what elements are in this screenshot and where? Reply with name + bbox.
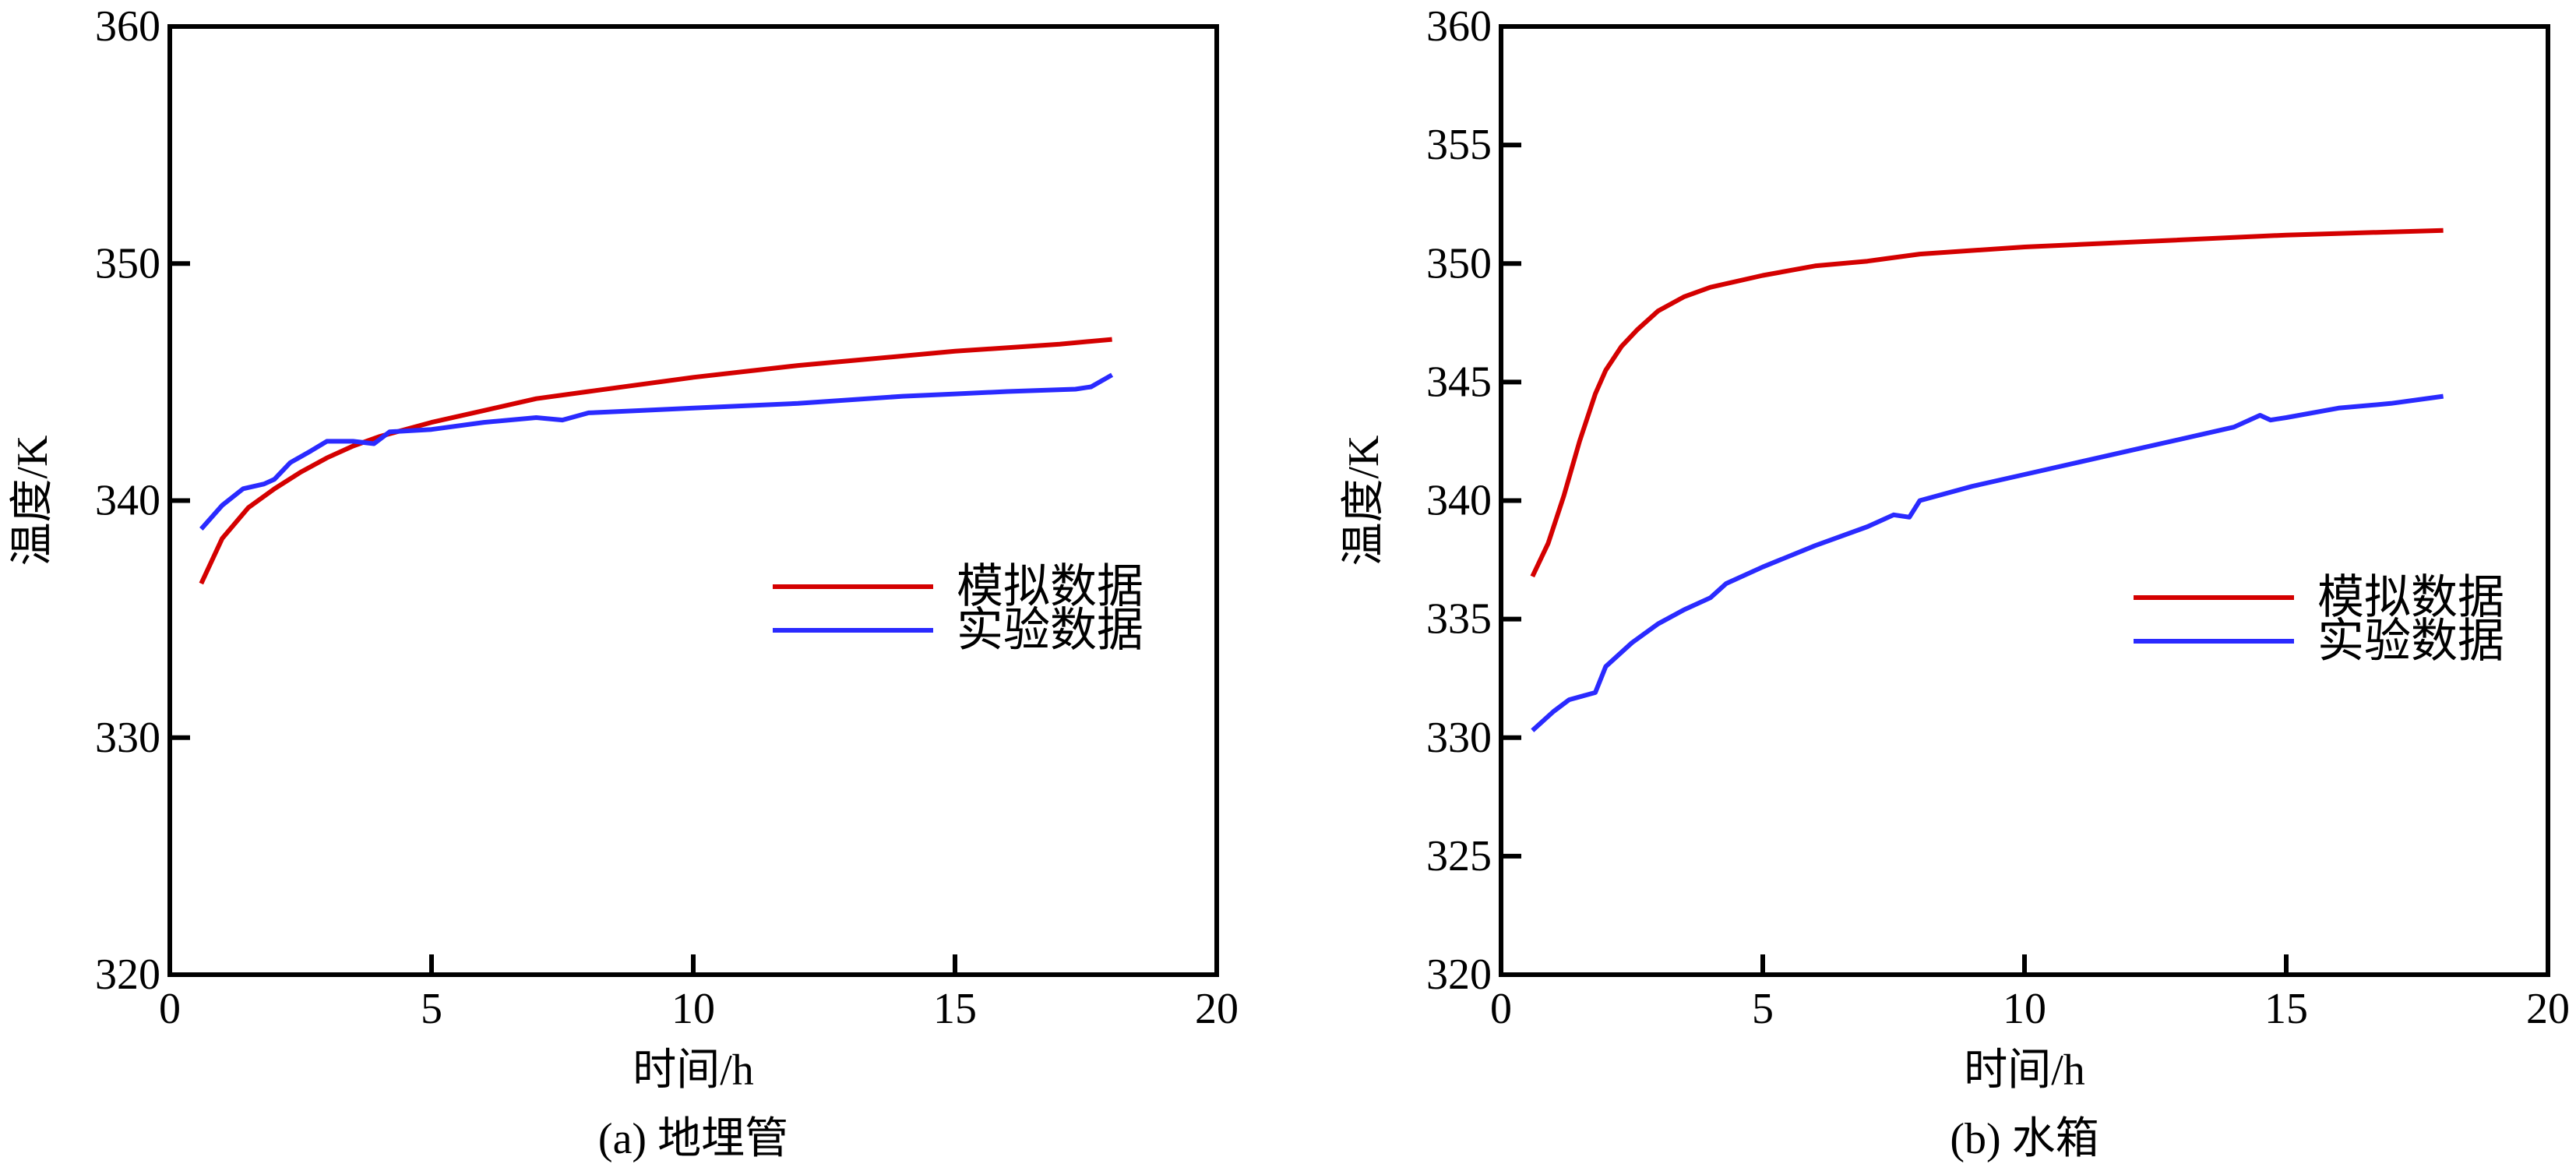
legend-label: 实验数据: [2317, 616, 2504, 667]
y-tick-label: 340: [1426, 477, 1492, 525]
chart-panel-0: 0 5 10 15 20 320 330 340 350 360 时间/h 温度/K (a) 地埋管 模拟…: [9, 2, 1239, 1163]
y-tick-label: 350: [95, 239, 160, 287]
y-tick-label: 330: [1426, 714, 1492, 762]
y-tick-label: 325: [1426, 832, 1492, 880]
plot-frame: [1499, 24, 2550, 977]
y-tick-label: 355: [1426, 121, 1492, 169]
x-tick-label: 10: [2003, 985, 2046, 1033]
legend-label: 模拟数据: [2317, 572, 2504, 623]
plot-frame: [167, 24, 1219, 977]
x-tick-label: 5: [1752, 985, 1774, 1033]
y-axis-label: 温度/K: [9, 436, 57, 566]
chart-panel-1: 0 5 10 15 20 320 325 330 335 340 345 350 355 360 时间/h 温…: [1340, 2, 2570, 1163]
series-line-simulation: [1530, 228, 2444, 578]
x-tick-label: 15: [933, 985, 977, 1033]
panel-caption: (b) 水箱: [1950, 1115, 2099, 1163]
x-axis-label: 时间/h: [633, 1046, 754, 1095]
y-axis-label: 温度/K: [1340, 436, 1388, 566]
panel-caption: (a) 地埋管: [598, 1115, 788, 1163]
series-line-simulation: [199, 337, 1112, 585]
y-tick-label: 360: [1426, 2, 1492, 51]
y-tick-label: 320: [1426, 951, 1492, 999]
x-tick-label: 5: [421, 985, 442, 1033]
x-tick-label: 20: [1195, 985, 1239, 1033]
x-tick-label: 15: [2264, 985, 2308, 1033]
series-line-experiment: [199, 372, 1114, 531]
series-line-experiment: [1531, 393, 2444, 732]
y-tick-label: 360: [95, 2, 160, 51]
x-tick-label: 0: [159, 985, 181, 1033]
x-tick-label: 20: [2526, 985, 2570, 1033]
y-tick-label: 340: [95, 477, 160, 525]
legend-label: 实验数据: [957, 605, 1144, 656]
x-tick-label: 0: [1490, 985, 1512, 1033]
x-tick-label: 10: [671, 985, 715, 1033]
legend-label: 模拟数据: [957, 561, 1144, 612]
y-tick-label: 350: [1426, 239, 1492, 287]
y-tick-label: 320: [95, 951, 160, 999]
y-tick-label: 335: [1426, 595, 1492, 644]
x-axis-label: 时间/h: [1964, 1046, 2085, 1095]
y-tick-label: 330: [95, 714, 160, 762]
y-tick-label: 345: [1426, 358, 1492, 406]
